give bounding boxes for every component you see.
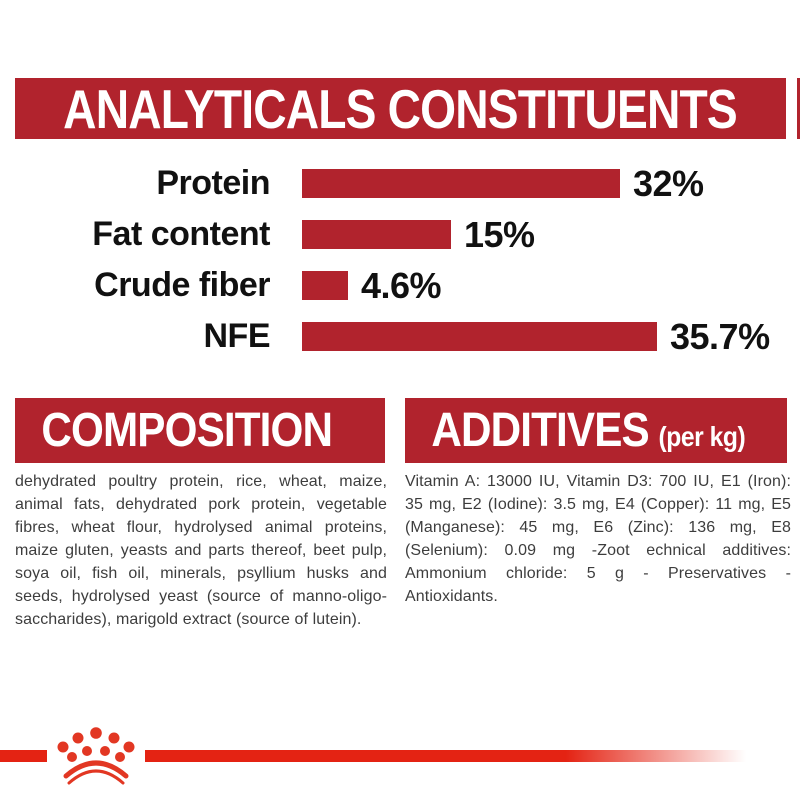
footer-divider-line-left xyxy=(0,750,47,762)
chart-row: NFE 35.7% xyxy=(0,311,800,362)
additives-unit-suffix: (per kg) xyxy=(658,421,746,452)
bar-category-label: Protein xyxy=(156,164,270,202)
bar-category-label: Fat content xyxy=(92,215,270,253)
additives-header-inner: ADDITIVES (per kg) xyxy=(405,403,745,458)
chart-row: Crude fiber 4.6% xyxy=(0,260,800,311)
chart-row: Fat content 15% xyxy=(0,209,800,260)
additives-title: ADDITIVES xyxy=(431,404,649,457)
banner-edge-fragment xyxy=(797,78,800,139)
bar-category-label: Crude fiber xyxy=(94,266,270,304)
composition-header: COMPOSITION xyxy=(15,398,385,463)
composition-title: COMPOSITION xyxy=(41,404,333,457)
composition-text: dehydrated poultry protein, rice, wheat,… xyxy=(15,473,387,628)
royal-canin-crown-icon xyxy=(57,727,135,785)
bar-value-label: 35.7% xyxy=(670,315,770,357)
banner-title: ANALYTICALS CONSTITUENTS xyxy=(63,77,739,140)
bar-value-label: 4.6% xyxy=(361,264,442,306)
chart-row: Protein 32% xyxy=(0,158,800,209)
bar-category-label: NFE xyxy=(203,317,271,355)
analytical-constituents-chart: Protein 32% Fat content 15% Crude fiber 4.6% N… xyxy=(0,158,800,362)
additives-header: ADDITIVES (per kg) xyxy=(405,398,787,463)
bar-value-label: 15% xyxy=(464,213,535,255)
composition-header-inner: COMPOSITION xyxy=(15,403,333,458)
bar xyxy=(302,220,451,249)
footer-divider-line-right xyxy=(145,750,746,762)
additives-text: Vitamin A: 13000 IU, Vitamin D3: 700 IU,… xyxy=(405,473,791,605)
bar-value-label: 32% xyxy=(633,162,704,204)
bar xyxy=(302,169,620,198)
bar xyxy=(302,271,348,300)
analytical-constituents-banner: ANALYTICALS CONSTITUENTS xyxy=(15,77,786,140)
bar xyxy=(302,322,657,351)
